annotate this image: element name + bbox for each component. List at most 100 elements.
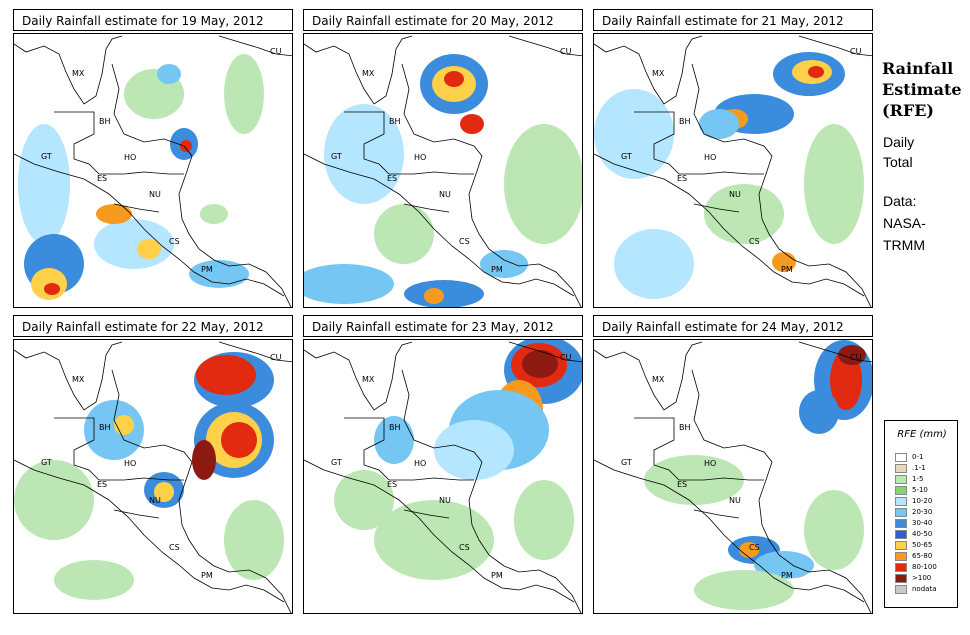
legend-swatch [895, 497, 907, 506]
rainfall-area [444, 71, 464, 87]
country-boundary [304, 35, 582, 307]
country-boundary [693, 203, 740, 213]
country-label-cu: CU [270, 353, 282, 362]
rainfall-area [96, 204, 132, 224]
rainfall-area [304, 264, 394, 304]
rainfall-area [374, 500, 494, 580]
country-label-pm: PM [781, 265, 793, 274]
rainfall-area [334, 470, 394, 530]
country-label-pm: PM [491, 265, 503, 274]
rainfall-area [114, 415, 134, 435]
rainfall-map: MX CU BH GT HO ES NU CS PM [13, 33, 293, 308]
legend-label: 20-30 [912, 508, 933, 516]
country-label-bh: BH [679, 117, 691, 126]
country-label-ho: HO [414, 459, 426, 468]
map-panel-20-may: Daily Rainfall estimate for 20 May, 2012… [303, 9, 583, 308]
product-title: Rainfall Estimate (RFE) [882, 58, 968, 121]
rainfall-area [44, 283, 60, 295]
country-label-pm: PM [201, 571, 213, 580]
country-boundary [14, 35, 292, 307]
legend-swatch [895, 585, 907, 594]
country-boundary [594, 459, 865, 603]
country-boundary [54, 111, 100, 175]
country-boundary [634, 111, 680, 175]
country-boundary [14, 153, 285, 297]
rainfall-map: MX CU BH GT HO ES NU CS PM [593, 339, 873, 614]
country-boundary [634, 417, 680, 481]
country-label-bh: BH [389, 117, 401, 126]
country-label-gt: GT [41, 152, 52, 161]
country-label-es: ES [387, 174, 397, 183]
country-label-mx: MX [362, 69, 375, 78]
source-line: NASA- [883, 215, 926, 231]
rainfall-area [754, 551, 814, 579]
rainfall-area [84, 400, 144, 460]
country-boundary [403, 509, 450, 519]
country-boundary [304, 341, 582, 613]
rainfall-area [180, 140, 192, 152]
country-boundary [679, 477, 764, 481]
country-label-nu: NU [439, 190, 451, 199]
legend-swatch [895, 486, 907, 495]
panel-title: Daily Rainfall estimate for 22 May, 2012 [13, 315, 293, 337]
country-boundary [693, 509, 740, 519]
country-boundary [798, 341, 872, 363]
legend-label: 65-80 [912, 552, 933, 560]
map-panel-24-may: Daily Rainfall estimate for 24 May, 2012… [593, 315, 873, 614]
legend-swatch [895, 519, 907, 528]
legend-label: 1-5 [912, 475, 924, 483]
legend-label: nodata [912, 585, 937, 593]
rainfall-area [434, 420, 514, 480]
title-line: Rainfall [882, 59, 954, 78]
country-boundary [594, 35, 872, 307]
panel-title: Daily Rainfall estimate for 24 May, 2012 [593, 315, 873, 337]
country-label-pm: PM [201, 265, 213, 274]
rainfall-area [374, 204, 434, 264]
country-label-cu: CU [560, 47, 572, 56]
country-label-cs: CS [459, 237, 470, 246]
country-boundary [403, 203, 450, 213]
rainfall-area [18, 124, 70, 244]
country-label-pm: PM [491, 571, 503, 580]
rainfall-area [799, 390, 839, 434]
country-boundary [54, 417, 100, 481]
country-label-cs: CS [459, 543, 470, 552]
map-panel-21-may: Daily Rainfall estimate for 21 May, 2012… [593, 9, 873, 308]
country-boundary [218, 35, 292, 57]
rainfall-area [94, 219, 174, 269]
rainfall-area [157, 64, 181, 84]
legend-swatch [895, 508, 907, 517]
country-label-mx: MX [72, 69, 85, 78]
country-label-cs: CS [749, 237, 760, 246]
country-boundary [798, 35, 872, 57]
country-label-mx: MX [652, 375, 665, 384]
country-label-gt: GT [41, 458, 52, 467]
country-label-mx: MX [72, 375, 85, 384]
panel-title: Daily Rainfall estimate for 23 May, 2012 [303, 315, 583, 337]
country-label-ho: HO [704, 459, 716, 468]
rainfall-area [404, 280, 484, 307]
rainfall-area [804, 124, 864, 244]
country-label-es: ES [387, 480, 397, 489]
legend-swatch [895, 453, 907, 462]
country-label-nu: NU [729, 190, 741, 199]
legend-label: 0-1 [912, 453, 924, 461]
country-label-cs: CS [169, 543, 180, 552]
country-label-cu: CU [270, 47, 282, 56]
rainfall-area [804, 490, 864, 570]
country-label-nu: NU [149, 190, 161, 199]
country-boundary [304, 459, 575, 603]
country-boundary [389, 477, 474, 481]
country-label-bh: BH [389, 423, 401, 432]
map-panel-23-may: Daily Rainfall estimate for 23 May, 2012… [303, 315, 583, 614]
rainfall-area [54, 560, 134, 600]
legend-label: 10-20 [912, 497, 933, 505]
legend-swatch [895, 563, 907, 572]
rainfall-area [196, 355, 256, 395]
country-label-bh: BH [99, 423, 111, 432]
country-label-bh: BH [99, 117, 111, 126]
rainfall-area [504, 124, 582, 244]
legend-swatch [895, 574, 907, 583]
country-boundary [679, 171, 764, 175]
period-label: Daily Total [883, 132, 963, 172]
